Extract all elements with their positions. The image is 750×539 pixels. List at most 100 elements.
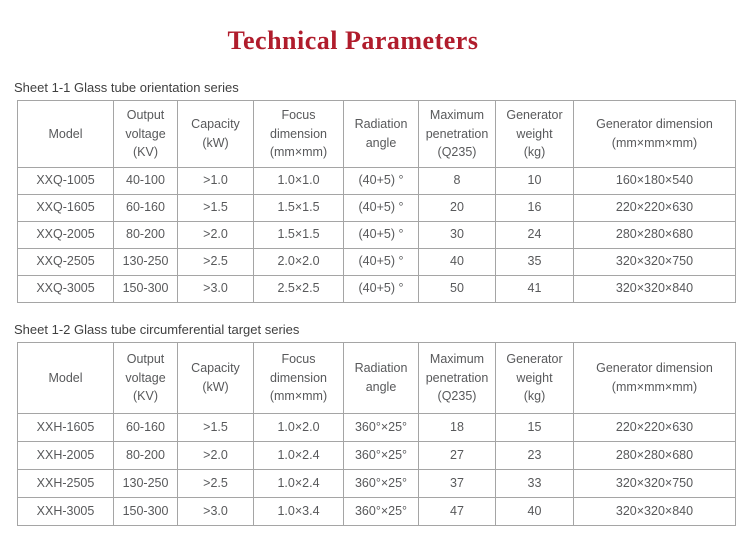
header-generator-dimension: Generator dimension (mm×mm×mm) — [573, 100, 736, 168]
glass-tube-circumferential-target-series-table: Model Output voltage (KV) Capacity (kW) … — [17, 342, 736, 526]
model-cell: XXH-3005 — [17, 497, 114, 526]
header-row: Model Output voltage (KV) Capacity (kW) … — [17, 100, 736, 168]
maximum-penetration-cell: 8 — [418, 167, 496, 195]
header-generator-weight: Generator weight (kg) — [495, 342, 574, 414]
generator-weight-cell: 40 — [495, 497, 574, 526]
table-caption-sheet-1-1: Sheet 1-1 Glass tube orientation series — [14, 80, 239, 95]
generator-weight-cell: 23 — [495, 441, 574, 470]
output-voltage-cell: 130-250 — [113, 248, 178, 276]
generator-weight-cell: 35 — [495, 248, 574, 276]
table-row: XXH-3005 150-300 >3.0 1.0×3.4 360°×25° 4… — [17, 497, 736, 526]
output-voltage-cell: 150-300 — [113, 275, 178, 303]
header-model: Model — [17, 342, 114, 414]
focus-dimension-cell: 1.0×2.0 — [253, 413, 344, 442]
output-voltage-cell: 40-100 — [113, 167, 178, 195]
generator-dimension-cell: 280×280×680 — [573, 441, 736, 470]
radiation-angle-cell: (40+5) ° — [343, 194, 419, 222]
radiation-angle-cell: 360°×25° — [343, 441, 419, 470]
maximum-penetration-cell: 20 — [418, 194, 496, 222]
maximum-penetration-cell: 37 — [418, 469, 496, 498]
header-model: Model — [17, 100, 114, 168]
radiation-angle-cell: (40+5) ° — [343, 167, 419, 195]
capacity-cell: >2.5 — [177, 469, 254, 498]
radiation-angle-cell: (40+5) ° — [343, 248, 419, 276]
maximum-penetration-cell: 40 — [418, 248, 496, 276]
focus-dimension-cell: 1.5×1.5 — [253, 221, 344, 249]
header-output-voltage: Output voltage (KV) — [113, 100, 178, 168]
header-row: Model Output voltage (KV) Capacity (kW) … — [17, 342, 736, 414]
model-cell: XXQ-1005 — [17, 167, 114, 195]
generator-dimension-cell: 320×320×750 — [573, 248, 736, 276]
focus-dimension-cell: 1.0×2.4 — [253, 469, 344, 498]
header-radiation-angle: Radiation angle — [343, 100, 419, 168]
page-title: Technical Parameters — [227, 26, 479, 55]
header-focus-dimension: Focus dimension (mm×mm) — [253, 100, 344, 168]
header-generator-weight: Generator weight (kg) — [495, 100, 574, 168]
header-capacity: Capacity (kW) — [177, 342, 254, 414]
model-cell: XXH-2505 — [17, 469, 114, 498]
capacity-cell: >1.0 — [177, 167, 254, 195]
table-row: XXQ-3005 150-300 >3.0 2.5×2.5 (40+5) ° 5… — [17, 275, 736, 303]
header-output-voltage: Output voltage (KV) — [113, 342, 178, 414]
output-voltage-cell: 60-160 — [113, 194, 178, 222]
table-row: XXQ-2505 130-250 >2.5 2.0×2.0 (40+5) ° 4… — [17, 248, 736, 276]
table-row: XXH-2505 130-250 >2.5 1.0×2.4 360°×25° 3… — [17, 469, 736, 498]
generator-dimension-cell: 220×220×630 — [573, 413, 736, 442]
header-capacity: Capacity (kW) — [177, 100, 254, 168]
generator-weight-cell: 41 — [495, 275, 574, 303]
capacity-cell: >1.5 — [177, 413, 254, 442]
table-row: XXQ-1005 40-100 >1.0 1.0×1.0 (40+5) ° 8 … — [17, 167, 736, 195]
capacity-cell: >2.0 — [177, 221, 254, 249]
capacity-cell: >1.5 — [177, 194, 254, 222]
radiation-angle-cell: 360°×25° — [343, 497, 419, 526]
radiation-angle-cell: 360°×25° — [343, 469, 419, 498]
focus-dimension-cell: 2.0×2.0 — [253, 248, 344, 276]
table-caption-sheet-1-2: Sheet 1-2 Glass tube circumferential tar… — [14, 322, 300, 337]
generator-weight-cell: 24 — [495, 221, 574, 249]
table-row: XXQ-2005 80-200 >2.0 1.5×1.5 (40+5) ° 30… — [17, 221, 736, 249]
radiation-angle-cell: 360°×25° — [343, 413, 419, 442]
model-cell: XXH-2005 — [17, 441, 114, 470]
model-cell: XXQ-3005 — [17, 275, 114, 303]
radiation-angle-cell: (40+5) ° — [343, 275, 419, 303]
output-voltage-cell: 60-160 — [113, 413, 178, 442]
generator-dimension-cell: 220×220×630 — [573, 194, 736, 222]
focus-dimension-cell: 1.5×1.5 — [253, 194, 344, 222]
generator-weight-cell: 15 — [495, 413, 574, 442]
header-focus-dimension: Focus dimension (mm×mm) — [253, 342, 344, 414]
generator-dimension-cell: 320×320×750 — [573, 469, 736, 498]
capacity-cell: >3.0 — [177, 275, 254, 303]
table-row: XXH-2005 80-200 >2.0 1.0×2.4 360°×25° 27… — [17, 441, 736, 470]
model-cell: XXQ-2005 — [17, 221, 114, 249]
capacity-cell: >3.0 — [177, 497, 254, 526]
output-voltage-cell: 80-200 — [113, 221, 178, 249]
generator-dimension-cell: 160×180×540 — [573, 167, 736, 195]
capacity-cell: >2.5 — [177, 248, 254, 276]
header-maximum-penetration: Maximum penetration (Q235) — [418, 100, 496, 168]
maximum-penetration-cell: 18 — [418, 413, 496, 442]
maximum-penetration-cell: 30 — [418, 221, 496, 249]
table-row: XXH-1605 60-160 >1.5 1.0×2.0 360°×25° 18… — [17, 413, 736, 442]
glass-tube-orientation-series-table: Model Output voltage (KV) Capacity (kW) … — [17, 100, 736, 303]
maximum-penetration-cell: 27 — [418, 441, 496, 470]
generator-weight-cell: 33 — [495, 469, 574, 498]
table-row: XXQ-1605 60-160 >1.5 1.5×1.5 (40+5) ° 20… — [17, 194, 736, 222]
model-cell: XXH-1605 — [17, 413, 114, 442]
radiation-angle-cell: (40+5) ° — [343, 221, 419, 249]
focus-dimension-cell: 1.0×3.4 — [253, 497, 344, 526]
model-cell: XXQ-1605 — [17, 194, 114, 222]
focus-dimension-cell: 1.0×2.4 — [253, 441, 344, 470]
focus-dimension-cell: 1.0×1.0 — [253, 167, 344, 195]
header-generator-dimension: Generator dimension (mm×mm×mm) — [573, 342, 736, 414]
generator-weight-cell: 10 — [495, 167, 574, 195]
capacity-cell: >2.0 — [177, 441, 254, 470]
output-voltage-cell: 80-200 — [113, 441, 178, 470]
generator-dimension-cell: 320×320×840 — [573, 497, 736, 526]
header-maximum-penetration: Maximum penetration (Q235) — [418, 342, 496, 414]
output-voltage-cell: 130-250 — [113, 469, 178, 498]
header-radiation-angle: Radiation angle — [343, 342, 419, 414]
generator-weight-cell: 16 — [495, 194, 574, 222]
generator-dimension-cell: 320×320×840 — [573, 275, 736, 303]
generator-dimension-cell: 280×280×680 — [573, 221, 736, 249]
